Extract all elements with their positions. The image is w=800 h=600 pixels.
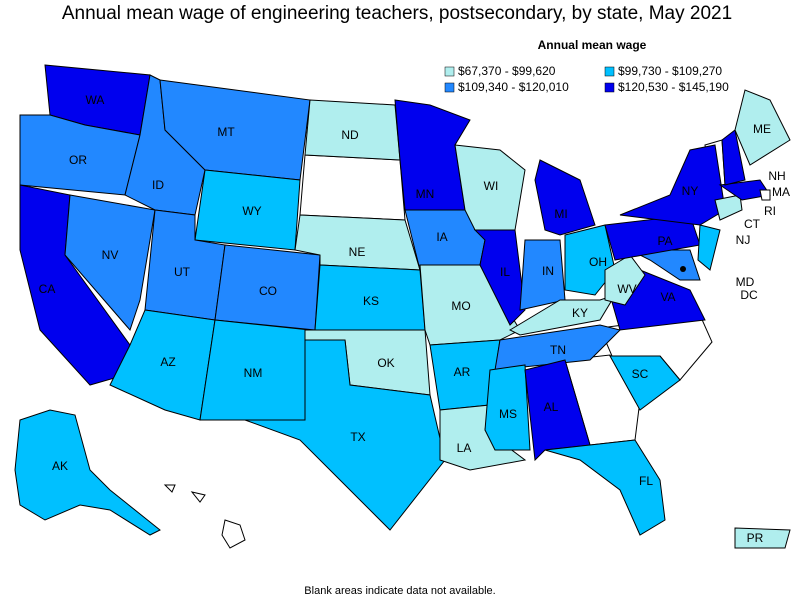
state-label: TN (550, 343, 566, 357)
state-label: WV (617, 282, 636, 296)
state-label: CT (744, 217, 761, 231)
state-label: AZ (160, 355, 175, 369)
state-label: MT (217, 125, 235, 139)
legend-swatch (444, 82, 455, 93)
state-label: KY (572, 306, 588, 320)
state (244, 339, 446, 531)
state (721, 129, 746, 186)
legend-label: $67,370 - $99,620 (458, 64, 556, 78)
state-blank (190, 491, 206, 503)
state (14, 409, 161, 536)
legend: $67,370 - $99,620 $99,730 - $109,270 $109,… (444, 64, 729, 94)
state-label: PA (657, 234, 672, 248)
state (619, 144, 726, 226)
state-label: CO (259, 284, 277, 298)
state (734, 527, 791, 549)
state-label: MA (772, 185, 790, 199)
dc-marker (680, 266, 686, 272)
state-label: WI (484, 179, 499, 193)
state-label: NH (768, 169, 785, 183)
state-label: MN (416, 187, 435, 201)
state-label: AL (544, 400, 559, 414)
state-label: IN (542, 264, 554, 278)
state-label: DC (740, 288, 758, 302)
state (534, 159, 596, 236)
state-label: SC (632, 367, 649, 381)
state-label: TX (350, 430, 365, 444)
state-label: IL (500, 265, 510, 279)
state-label: OK (377, 356, 394, 370)
state (759, 189, 771, 201)
state (494, 324, 621, 371)
legend-label: $120,530 - $145,190 (618, 80, 729, 94)
state-label: NE (349, 245, 366, 259)
state-label: CA (39, 282, 56, 296)
legend-label: $109,340 - $120,010 (458, 80, 569, 94)
state (734, 89, 791, 166)
state (714, 194, 743, 221)
legend-title: Annual mean wage (538, 38, 647, 52)
title: Annual mean wage of engineering teachers… (62, 3, 732, 24)
state-label: MS (499, 407, 517, 421)
states (14, 64, 791, 549)
state-blank (299, 154, 406, 221)
state-label: NY (682, 184, 699, 198)
state (473, 229, 526, 326)
footnote: Blank areas indicate data not available. (304, 585, 495, 597)
state-label: ND (341, 128, 359, 142)
state-label: AR (454, 365, 471, 379)
state-label: MO (451, 299, 470, 313)
state-label: MD (736, 275, 755, 289)
state-label: NJ (736, 233, 751, 247)
legend-swatch (604, 82, 615, 93)
state-label: MI (554, 207, 567, 221)
state (484, 364, 531, 451)
state-label: WY (242, 204, 261, 218)
legend-swatch (604, 66, 615, 77)
state-label: AK (52, 459, 68, 473)
state-blank (221, 519, 246, 549)
state (609, 355, 681, 411)
state-label: OR (69, 153, 87, 167)
state-label: LA (457, 441, 472, 455)
state-label: RI (764, 204, 776, 218)
state (697, 224, 721, 271)
state-label: VA (660, 290, 675, 304)
state-blank (163, 484, 176, 493)
state-label: FL (639, 474, 653, 488)
state-label: UT (174, 265, 191, 279)
state-label: NV (102, 248, 119, 262)
state-label: WA (86, 93, 105, 107)
legend-label: $99,730 - $109,270 (618, 64, 722, 78)
state (629, 249, 701, 281)
state-label: NM (244, 366, 263, 380)
state-label: ME (753, 122, 771, 136)
state-label: ID (152, 178, 164, 192)
state-label: IA (436, 230, 447, 244)
state-label: PR (747, 531, 764, 545)
state-label: OH (589, 255, 607, 269)
state-label: KS (363, 294, 379, 308)
state (544, 439, 666, 536)
state (64, 194, 156, 331)
legend-swatch (444, 66, 455, 77)
